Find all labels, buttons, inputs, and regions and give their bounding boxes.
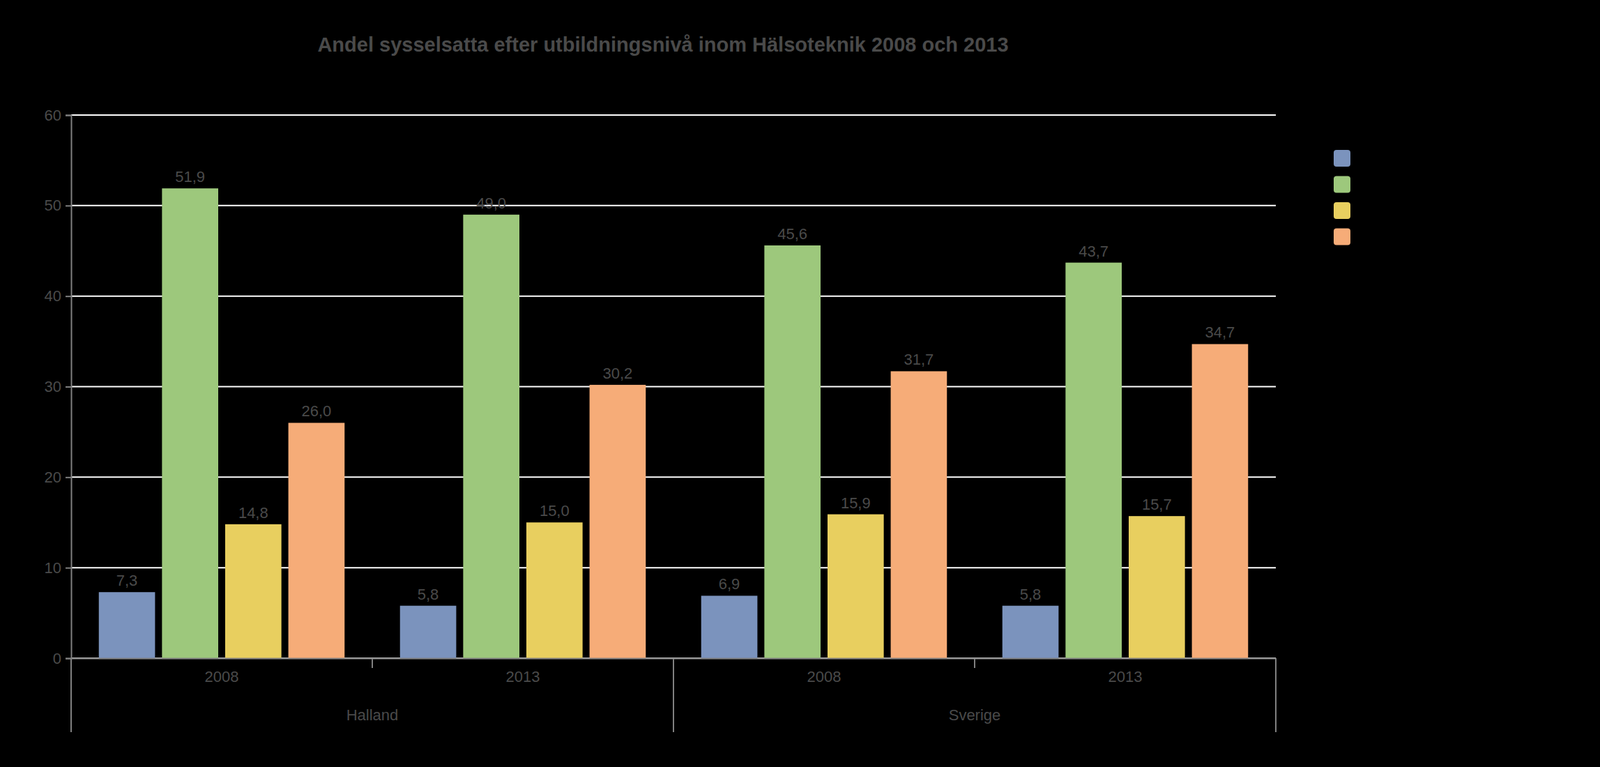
data-label: 6,9 xyxy=(718,575,741,593)
tick-label: 30 xyxy=(44,377,62,396)
bar xyxy=(526,522,583,659)
tick-mark xyxy=(65,115,72,117)
tick-label: 50 xyxy=(44,196,62,215)
data-label: 15,9 xyxy=(840,494,871,512)
tick-mark xyxy=(65,476,72,479)
tick: 30 xyxy=(44,377,72,396)
separator xyxy=(70,658,72,733)
data-label: 51,9 xyxy=(174,168,205,186)
data-label: 30,2 xyxy=(603,364,634,383)
tick-mark xyxy=(65,567,72,569)
tick-mark xyxy=(65,386,72,388)
title: Andel sysselsatta efter utbildningsnivå … xyxy=(317,33,1009,56)
separator xyxy=(973,658,976,668)
bar xyxy=(1192,343,1249,659)
tick: 2008 xyxy=(807,667,842,686)
tick-mark xyxy=(65,204,72,207)
data-label: 7,3 xyxy=(116,571,139,590)
legend-swatch xyxy=(1333,202,1351,219)
tick: 50 xyxy=(44,196,72,215)
tick-label: 2008 xyxy=(204,667,240,686)
legend-swatch xyxy=(1333,176,1351,194)
tick-mark xyxy=(65,658,72,660)
group-labels: Halland Sverige xyxy=(346,706,1002,724)
bar xyxy=(225,524,282,659)
group-label: Halland xyxy=(346,706,399,724)
bar xyxy=(701,595,758,659)
grid xyxy=(71,115,1276,659)
bar xyxy=(462,214,520,659)
separator xyxy=(1275,658,1277,733)
data-label: 5,8 xyxy=(1019,585,1042,604)
bar xyxy=(288,422,346,659)
axis-separators xyxy=(71,658,1276,733)
bar xyxy=(1065,262,1122,659)
bars xyxy=(98,188,1249,659)
tick: 40 xyxy=(44,287,72,305)
tick-label: 60 xyxy=(44,106,62,125)
data-label: 34,7 xyxy=(1205,323,1236,341)
tick: 20 xyxy=(44,468,72,486)
data-labels: 7,3 5,8 6,9 5,8 51,9 49,0 45,6 43,7 14,8 15,0 15,9… xyxy=(116,168,1236,604)
data-label: 31,7 xyxy=(904,350,935,369)
data-label: 15,0 xyxy=(539,501,570,520)
bar xyxy=(400,605,457,659)
chart: Andel sysselsatta efter utbildningsnivå … xyxy=(0,0,1600,767)
tick: 0 xyxy=(52,649,72,668)
grid-line xyxy=(71,204,1276,207)
tick-label: 20 xyxy=(44,468,62,486)
bar xyxy=(890,370,948,659)
tick: 2013 xyxy=(1108,667,1143,686)
group-label: Sverige xyxy=(948,706,1002,724)
data-label: 43,7 xyxy=(1078,242,1109,261)
legend xyxy=(1333,149,1351,246)
tick-label: 10 xyxy=(44,559,62,577)
axis-line xyxy=(65,115,72,659)
data-label: 45,6 xyxy=(777,225,808,243)
tick: 60 xyxy=(44,106,72,125)
tick-label: 2013 xyxy=(506,667,541,686)
grid-line xyxy=(71,114,1276,116)
separator xyxy=(371,658,373,668)
bar xyxy=(161,188,219,659)
tick: 10 xyxy=(44,559,72,577)
bar xyxy=(98,591,156,659)
data-label: 5,8 xyxy=(417,585,440,604)
tick-label: 2013 xyxy=(1108,667,1143,686)
bar xyxy=(1002,605,1059,659)
tick: 2008 xyxy=(204,667,240,686)
data-label: 15,7 xyxy=(1141,495,1172,514)
separator xyxy=(672,658,675,733)
legend-swatch xyxy=(1333,228,1351,246)
data-label: 26,0 xyxy=(301,402,332,420)
tick: 2013 xyxy=(506,667,541,686)
tick-label: 0 xyxy=(52,649,62,668)
bar xyxy=(589,384,647,659)
tick-label: 2008 xyxy=(807,667,842,686)
tick-mark xyxy=(65,295,72,297)
bar xyxy=(1128,515,1186,659)
y-axis: 0 10 20 30 40 50 60 xyxy=(44,106,72,668)
data-label: 14,8 xyxy=(238,504,269,522)
data-label: 49,0 xyxy=(476,194,507,212)
legend-swatch xyxy=(1333,149,1351,167)
bar xyxy=(827,514,885,659)
bar xyxy=(764,245,821,659)
tick-label: 40 xyxy=(44,287,62,305)
